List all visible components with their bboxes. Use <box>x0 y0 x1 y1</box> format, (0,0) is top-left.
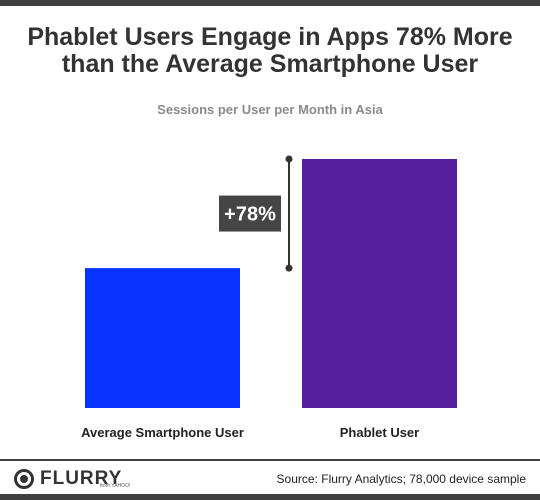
difference-bracket-bottom-dot <box>285 264 293 272</box>
flurry-logo-icon <box>14 469 34 489</box>
difference-annotation-label: +78% <box>224 204 276 226</box>
category-label-2: Phablet User <box>340 425 419 440</box>
footer-rule <box>0 459 540 461</box>
bar-1 <box>85 268 240 408</box>
flurry-logo: FLURRY from YAHOO! <box>14 467 130 491</box>
difference-annotation-box <box>219 195 281 232</box>
top-rule <box>0 0 540 6</box>
bottom-rule <box>0 494 540 500</box>
chart-title-line-1: Phablet Users Engage in Apps 78% More <box>27 23 513 51</box>
flurry-logo-subtext: from YAHOO! <box>100 483 131 489</box>
bar-chart: Average Smartphone User Phablet User +78% <box>81 155 457 440</box>
difference-bracket-top-dot <box>285 155 293 163</box>
chart-subtitle: Sessions per User per Month in Asia <box>157 102 383 117</box>
flurry-logo-text: FLURRY <box>40 468 123 489</box>
chart-title-line-2: than the Average Smartphone User <box>61 50 479 78</box>
chart-title: Phablet Users Engage in Apps 78% More th… <box>0 24 540 78</box>
source-note: Source: Flurry Analytics; 78,000 device … <box>276 472 526 486</box>
bar-2 <box>302 159 457 408</box>
category-label-1: Average Smartphone User <box>81 425 244 440</box>
